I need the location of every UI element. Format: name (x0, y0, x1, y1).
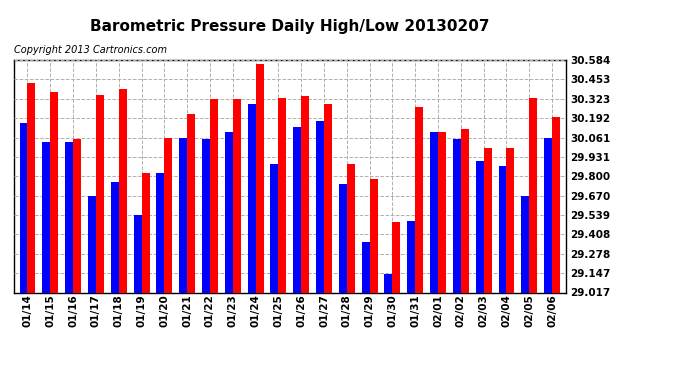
Bar (233, 99, 241, 292)
Bar (498, 166, 506, 292)
Bar (453, 139, 461, 292)
Bar (157, 173, 164, 292)
Bar (278, 98, 286, 292)
Bar (210, 99, 218, 292)
Bar (438, 132, 446, 292)
Bar (430, 132, 438, 292)
Bar (393, 222, 400, 292)
Bar (270, 165, 278, 292)
Bar (316, 122, 324, 292)
Bar (522, 196, 529, 292)
Bar (225, 132, 233, 292)
Bar (65, 142, 73, 292)
Bar (202, 139, 210, 292)
Bar (529, 98, 538, 292)
Bar (88, 196, 96, 292)
Bar (339, 184, 347, 292)
Bar (461, 129, 469, 292)
Bar (28, 83, 35, 292)
Bar (179, 138, 187, 292)
Bar (293, 128, 302, 292)
Bar (96, 95, 104, 292)
Bar (73, 139, 81, 292)
Bar (415, 106, 423, 292)
Bar (19, 123, 28, 292)
Bar (42, 142, 50, 292)
Bar (141, 173, 150, 292)
Bar (324, 104, 332, 292)
Bar (110, 182, 119, 292)
Bar (187, 114, 195, 292)
Bar (134, 215, 141, 292)
Bar (302, 96, 309, 292)
Bar (544, 138, 552, 292)
Bar (50, 92, 58, 292)
Text: Copyright 2013 Cartronics.com: Copyright 2013 Cartronics.com (14, 45, 167, 55)
Bar (119, 89, 127, 292)
Bar (164, 138, 172, 292)
Bar (255, 63, 264, 292)
Bar (347, 165, 355, 292)
Text: Barometric Pressure Daily High/Low 20130207: Barometric Pressure Daily High/Low 20130… (90, 19, 489, 34)
Bar (484, 148, 492, 292)
Bar (362, 242, 370, 292)
Bar (248, 104, 255, 292)
Bar (552, 117, 560, 292)
Bar (384, 274, 393, 292)
Bar (407, 221, 415, 292)
Bar (370, 179, 377, 292)
Bar (475, 162, 484, 292)
Bar (506, 148, 515, 292)
